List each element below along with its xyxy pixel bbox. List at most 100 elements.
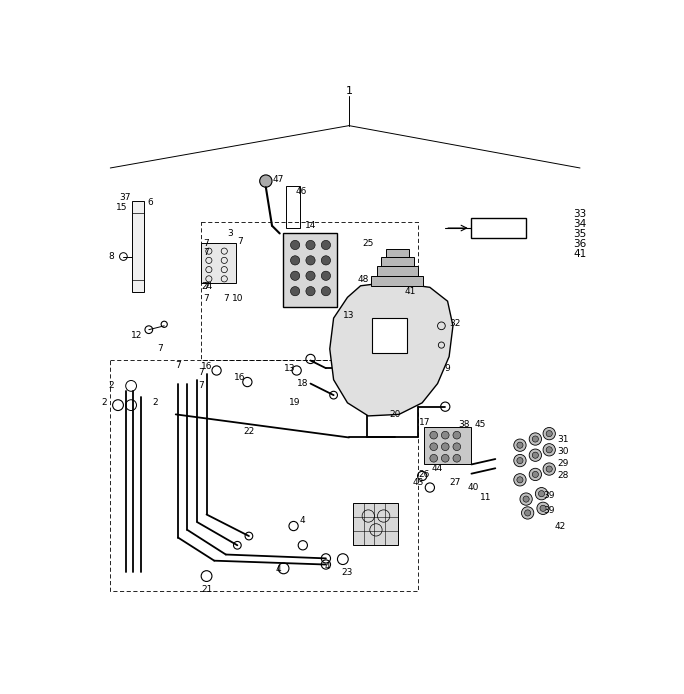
- Circle shape: [529, 468, 542, 481]
- Circle shape: [514, 455, 526, 467]
- Text: 8: 8: [109, 252, 114, 261]
- Text: 7: 7: [204, 282, 209, 291]
- Text: 3: 3: [227, 229, 233, 238]
- Text: 4: 4: [276, 566, 281, 575]
- Text: 7: 7: [204, 294, 209, 303]
- Text: 7: 7: [204, 239, 209, 248]
- Text: 45: 45: [474, 420, 486, 429]
- Text: 7: 7: [198, 368, 204, 377]
- Circle shape: [532, 452, 538, 458]
- Circle shape: [514, 474, 526, 486]
- Bar: [382, 257, 414, 266]
- Text: 25: 25: [363, 239, 374, 248]
- Circle shape: [521, 507, 534, 519]
- Bar: [286, 186, 300, 228]
- Text: 37: 37: [119, 193, 131, 202]
- Circle shape: [321, 287, 330, 296]
- Circle shape: [543, 463, 555, 475]
- Bar: [471, 218, 526, 238]
- Circle shape: [453, 455, 460, 462]
- Circle shape: [523, 496, 529, 502]
- Text: 29: 29: [557, 459, 569, 468]
- Bar: [353, 503, 397, 545]
- Text: 15: 15: [116, 203, 127, 212]
- Text: 30: 30: [557, 447, 569, 456]
- Text: 40: 40: [468, 483, 479, 492]
- Text: 9: 9: [445, 364, 451, 373]
- Circle shape: [537, 502, 549, 514]
- Text: 2: 2: [152, 398, 158, 407]
- Text: 46: 46: [295, 187, 307, 196]
- Text: 34: 34: [573, 219, 587, 229]
- Text: 42: 42: [554, 521, 566, 530]
- Text: 41: 41: [405, 287, 417, 296]
- Circle shape: [514, 439, 526, 451]
- Text: 24: 24: [201, 282, 213, 291]
- Text: 32: 32: [449, 319, 461, 328]
- Circle shape: [546, 430, 552, 437]
- Circle shape: [546, 466, 552, 472]
- Circle shape: [430, 443, 438, 450]
- Bar: [386, 249, 409, 257]
- Circle shape: [321, 256, 330, 265]
- Text: 2: 2: [101, 398, 107, 407]
- Circle shape: [536, 487, 548, 500]
- Text: 33: 33: [573, 209, 587, 219]
- Circle shape: [543, 443, 555, 456]
- Text: 43: 43: [412, 477, 424, 486]
- Circle shape: [517, 457, 523, 464]
- Text: 10: 10: [232, 294, 243, 303]
- Circle shape: [441, 455, 449, 462]
- Circle shape: [525, 510, 531, 516]
- Polygon shape: [330, 282, 453, 416]
- Circle shape: [306, 256, 315, 265]
- Circle shape: [441, 431, 449, 439]
- Text: 16: 16: [234, 373, 246, 382]
- Circle shape: [529, 449, 542, 462]
- Bar: [377, 266, 419, 276]
- Text: 20: 20: [389, 410, 401, 419]
- Text: 4: 4: [325, 561, 330, 570]
- Text: 1: 1: [345, 86, 352, 96]
- Circle shape: [532, 471, 538, 477]
- Bar: [423, 428, 471, 464]
- Text: 28: 28: [557, 471, 569, 480]
- Circle shape: [306, 287, 315, 296]
- Text: 21: 21: [201, 586, 212, 595]
- Text: 18: 18: [297, 379, 308, 388]
- Circle shape: [453, 431, 460, 439]
- Bar: [201, 244, 236, 283]
- Circle shape: [517, 477, 523, 483]
- Text: 26: 26: [418, 470, 430, 479]
- Circle shape: [306, 271, 315, 280]
- Bar: [132, 201, 144, 292]
- Circle shape: [430, 455, 438, 462]
- Text: 35: 35: [573, 229, 587, 239]
- Text: 6: 6: [147, 198, 153, 207]
- Text: 5: 5: [373, 321, 379, 330]
- Circle shape: [430, 431, 438, 439]
- Circle shape: [532, 436, 538, 442]
- Text: 13: 13: [343, 312, 355, 321]
- Circle shape: [306, 240, 315, 250]
- Text: 39: 39: [544, 506, 555, 515]
- Circle shape: [321, 271, 330, 280]
- Text: 16: 16: [201, 362, 212, 371]
- Circle shape: [517, 442, 523, 448]
- Text: 14: 14: [305, 221, 316, 230]
- Text: 17: 17: [419, 418, 430, 427]
- Text: 7: 7: [237, 237, 243, 246]
- Circle shape: [441, 443, 449, 450]
- Bar: [371, 276, 423, 286]
- Text: 19: 19: [289, 398, 301, 407]
- Text: 22: 22: [244, 427, 254, 436]
- Bar: [282, 233, 337, 307]
- Circle shape: [529, 433, 542, 445]
- Text: 7: 7: [157, 344, 163, 353]
- Circle shape: [543, 428, 555, 440]
- Text: 48: 48: [357, 275, 369, 284]
- Circle shape: [453, 443, 460, 450]
- Text: 47: 47: [272, 175, 284, 184]
- Circle shape: [538, 491, 544, 497]
- Circle shape: [546, 447, 552, 453]
